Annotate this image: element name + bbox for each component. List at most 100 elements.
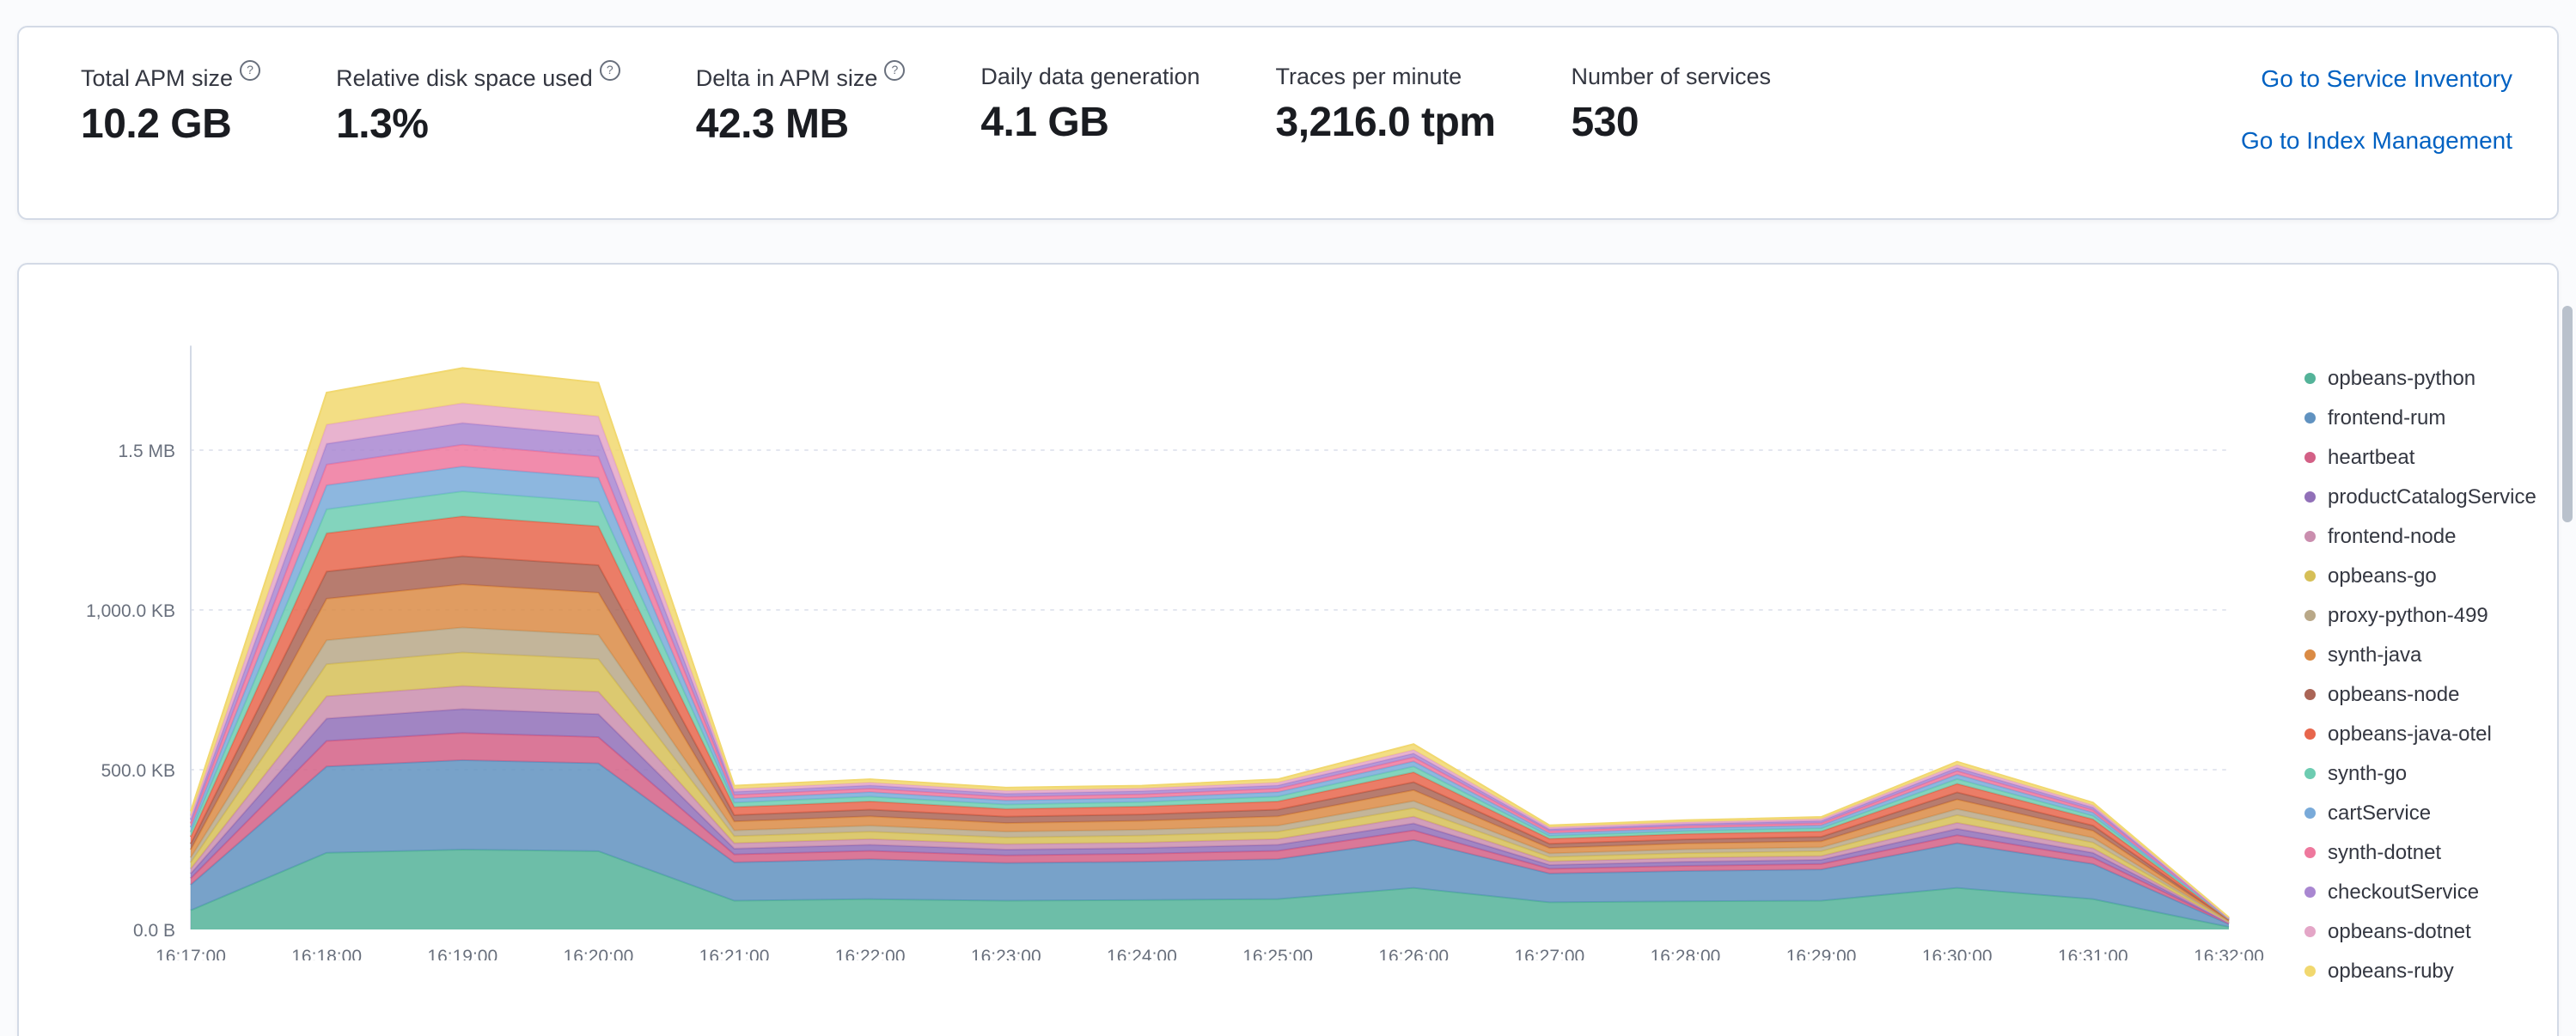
metric-value: 1.3%: [336, 101, 429, 147]
x-axis-label: 16:32:00: [2194, 947, 2264, 960]
legend-item[interactable]: opbeans-ruby: [2304, 959, 2536, 984]
legend-label: proxy-python-499: [2328, 603, 2488, 627]
x-axis-label: 16:24:00: [1107, 947, 1177, 960]
legend-label: frontend-rum: [2328, 405, 2446, 430]
legend-color-dot: [2304, 373, 2316, 384]
area-series-opbeans-python[interactable]: [191, 850, 2229, 929]
legend-color-dot: [2304, 531, 2316, 542]
x-axis-label: 16:29:00: [1786, 947, 1857, 960]
summary-links: Go to Service Inventory Go to Index Mana…: [2241, 64, 2512, 155]
chart-legend: opbeans-python frontend-rum heartbeat produ…: [2304, 366, 2536, 984]
area-series-frontend-node[interactable]: [191, 686, 2229, 923]
legend-color-dot: [2304, 412, 2316, 424]
legend-item[interactable]: synth-java: [2304, 643, 2536, 667]
question-in-circle-icon[interactable]: ?: [884, 60, 906, 81]
legend-color-dot: [2304, 452, 2316, 463]
metric-value: 530: [1571, 100, 1639, 145]
legend-color-dot: [2304, 728, 2316, 740]
summary-metric: Total APM size? 10.2 GB: [81, 60, 261, 148]
go-to-index-management-link[interactable]: Go to Index Management: [2241, 127, 2512, 154]
legend-color-dot: [2304, 649, 2316, 661]
x-axis-label: 16:28:00: [1651, 947, 1721, 960]
page-scrollbar-thumb[interactable]: [2562, 306, 2573, 522]
legend-label: productCatalogService: [2328, 484, 2536, 509]
metric-value: 3,216.0 tpm: [1275, 100, 1496, 145]
legend-color-dot: [2304, 768, 2316, 779]
area-series-topline: [190, 367, 2230, 918]
legend-label: opbeans-node: [2328, 682, 2460, 706]
area-series-productCatalogService[interactable]: [191, 709, 2229, 923]
x-axis-label: 16:26:00: [1378, 947, 1449, 960]
legend-label: heartbeat: [2328, 445, 2415, 469]
legend-item[interactable]: opbeans-go: [2304, 564, 2536, 588]
y-axis-label: 1,000.0 KB: [86, 601, 175, 621]
area-series-opbeans-go[interactable]: [191, 652, 2229, 923]
legend-color-dot: [2304, 887, 2316, 898]
area-series-synth-java[interactable]: [191, 584, 2229, 922]
x-axis-label: 16:25:00: [1242, 947, 1313, 960]
metric-value: 10.2 GB: [81, 101, 232, 147]
summary-metric: Relative disk space used? 1.3%: [336, 60, 620, 148]
legend-item[interactable]: frontend-node: [2304, 524, 2536, 549]
storage-timeseries-chart[interactable]: 0.0 B 500.0 KB 1,000.0 KB 1.5 MB 16:17:00 16:…: [19, 265, 2561, 960]
x-axis-label: 16:19:00: [427, 947, 497, 960]
legend-label: synth-go: [2328, 761, 2408, 785]
legend-label: checkoutService: [2328, 880, 2480, 904]
legend-label: synth-java: [2328, 643, 2422, 667]
legend-color-dot: [2304, 807, 2316, 819]
legend-item[interactable]: heartbeat: [2304, 445, 2536, 470]
legend-color-dot: [2304, 570, 2316, 582]
metric-label: Relative disk space used?: [336, 60, 620, 92]
legend-item[interactable]: proxy-python-499: [2304, 603, 2536, 628]
legend-item[interactable]: cartService: [2304, 801, 2536, 826]
x-axis-label: 16:27:00: [1514, 947, 1584, 960]
legend-label: opbeans-go: [2328, 564, 2437, 588]
y-axis-label: 0.0 B: [133, 921, 175, 941]
legend-item[interactable]: productCatalogService: [2304, 484, 2536, 509]
summary-metric: Daily data generation 4.1 GB: [980, 64, 1199, 148]
metric-label: Number of services: [1571, 64, 1772, 89]
metric-value: 4.1 GB: [980, 100, 1109, 145]
legend-color-dot: [2304, 610, 2316, 621]
legend-item[interactable]: synth-dotnet: [2304, 840, 2536, 865]
legend-item[interactable]: synth-go: [2304, 761, 2536, 786]
metric-value: 42.3 MB: [695, 101, 849, 147]
summary-metric: Traces per minute 3,216.0 tpm: [1276, 64, 1496, 148]
legend-item[interactable]: opbeans-dotnet: [2304, 919, 2536, 944]
area-series-heartbeat[interactable]: [191, 733, 2229, 924]
legend-item[interactable]: frontend-rum: [2304, 405, 2536, 430]
summary-metric: Number of services 530: [1571, 64, 1771, 148]
summary-metric: Delta in APM size? 42.3 MB: [695, 60, 906, 148]
y-axis-label: 1.5 MB: [118, 442, 175, 461]
x-axis-label: 16:21:00: [699, 947, 770, 960]
legend-label: synth-dotnet: [2328, 840, 2442, 864]
summary-metrics: Total APM size? 10.2 GB Relative disk spac…: [81, 60, 1771, 148]
area-series-opbeans-java-otel[interactable]: [191, 516, 2229, 920]
metric-label: Total APM size?: [81, 60, 261, 92]
legend-color-dot: [2304, 847, 2316, 858]
summary-panel: Total APM size? 10.2 GB Relative disk spac…: [17, 26, 2559, 220]
legend-color-dot: [2304, 966, 2316, 977]
x-axis-label: 16:23:00: [971, 947, 1041, 960]
chart-panel: 0.0 B 500.0 KB 1,000.0 KB 1.5 MB 16:17:00 16:…: [17, 263, 2559, 1036]
y-axis-label: 500.0 KB: [101, 761, 175, 781]
go-to-service-inventory-link[interactable]: Go to Service Inventory: [2261, 65, 2512, 92]
area-series-proxy-python-499[interactable]: [191, 627, 2229, 923]
metric-label: Delta in APM size?: [696, 60, 906, 92]
legend-label: opbeans-ruby: [2328, 959, 2454, 983]
legend-label: opbeans-dotnet: [2328, 919, 2471, 943]
x-axis-label: 16:31:00: [2058, 947, 2128, 960]
legend-item[interactable]: opbeans-node: [2304, 682, 2536, 707]
legend-item[interactable]: checkoutService: [2304, 880, 2536, 905]
metric-label: Traces per minute: [1275, 64, 1462, 89]
question-in-circle-icon[interactable]: ?: [599, 60, 620, 81]
area-series-frontend-rum[interactable]: [191, 759, 2229, 928]
question-in-circle-icon[interactable]: ?: [240, 60, 261, 81]
legend-item[interactable]: opbeans-python: [2304, 366, 2536, 391]
legend-label: opbeans-python: [2328, 366, 2476, 390]
legend-color-dot: [2304, 689, 2316, 700]
x-axis-label: 16:22:00: [835, 947, 906, 960]
legend-color-dot: [2304, 491, 2316, 503]
legend-item[interactable]: opbeans-java-otel: [2304, 722, 2536, 747]
legend-label: opbeans-java-otel: [2328, 722, 2492, 746]
